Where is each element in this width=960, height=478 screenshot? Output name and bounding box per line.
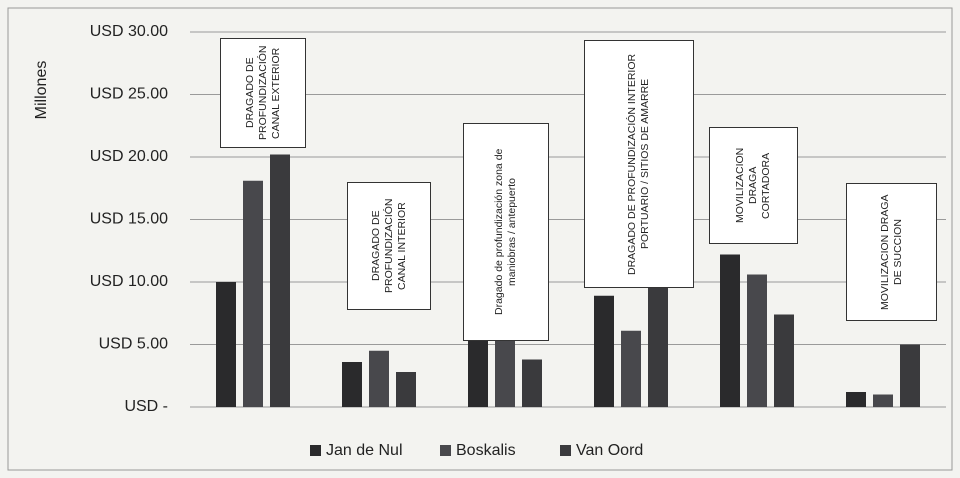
category-label: Dragado de profundización zona de maniob…: [493, 148, 518, 316]
bar: [648, 273, 668, 407]
y-tick-label: USD 20.00: [90, 148, 168, 165]
y-tick-label: USD 30.00: [90, 23, 168, 40]
legend-label: Van Oord: [576, 442, 643, 459]
bar: [342, 362, 362, 407]
bar: [396, 372, 416, 407]
bar: [216, 282, 236, 407]
bar: [594, 295, 614, 407]
category-label: MOVILIZACION DRAGA CORTADORA: [734, 147, 772, 224]
legend-swatch: [440, 445, 451, 456]
legend-swatch: [310, 445, 321, 456]
bar: [900, 344, 920, 407]
bar: [873, 394, 893, 407]
bar: [747, 274, 767, 407]
bar: [774, 314, 794, 407]
y-tick-label: USD 10.00: [90, 273, 168, 290]
legend-swatch: [560, 445, 571, 456]
category-label-box: MOVILIZACION DRAGA DE SUCCION: [846, 183, 937, 321]
category-label: DRAGADO DE PROFUNDIZACIÓN CANAL INTERIOR: [369, 198, 408, 294]
y-tick-label: USD 25.00: [90, 86, 168, 103]
y-tick-label: USD 15.00: [90, 211, 168, 228]
legend-label: Boskalis: [456, 442, 516, 459]
category-label-box: DRAGADO DE PROFUNDIZACIÓN CANAL EXTERIOR: [220, 38, 306, 148]
category-label-box: DRAGADO DE PROFUNDIZACIÓN INTERIOR PORTU…: [584, 40, 694, 288]
bar: [522, 359, 542, 407]
chart-border: [7, 7, 953, 471]
category-label-box: MOVILIZACION DRAGA CORTADORA: [709, 127, 798, 244]
bar: [468, 324, 488, 407]
category-label: DRAGADO DE PROFUNDIZACIÓN INTERIOR PORTU…: [626, 53, 651, 275]
category-label-box: DRAGADO DE PROFUNDIZACIÓN CANAL INTERIOR: [347, 182, 431, 310]
y-axis-title: Millones: [33, 61, 50, 120]
bar: [846, 392, 866, 407]
category-label: MOVILIZACION DRAGA DE SUCCION: [878, 194, 904, 310]
bar: [369, 350, 389, 407]
y-tick-label: USD -: [124, 398, 168, 415]
category-label-box: Dragado de profundización zona de maniob…: [463, 123, 549, 341]
y-tick-label: USD 5.00: [99, 336, 168, 353]
bar: [495, 325, 515, 407]
category-label: DRAGADO DE PROFUNDIZACIÓN CANAL EXTERIOR: [243, 45, 282, 141]
bar: [243, 180, 263, 407]
legend-label: Jan de Nul: [326, 442, 403, 459]
bar: [621, 330, 641, 407]
bar: [720, 254, 740, 407]
bar: [270, 154, 290, 407]
